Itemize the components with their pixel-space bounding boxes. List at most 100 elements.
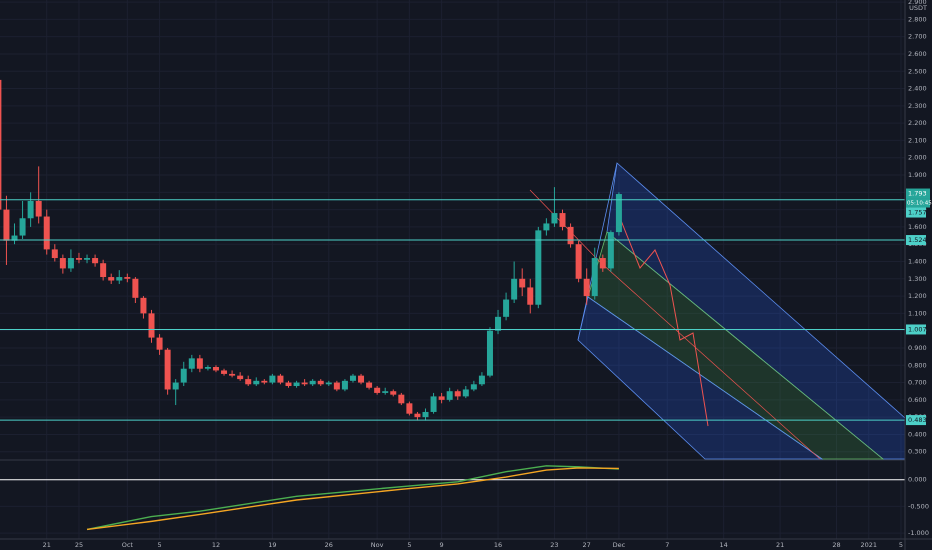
x-tick-label: Oct: [122, 541, 134, 549]
level-box: [906, 415, 926, 426]
candle-body: [591, 258, 598, 297]
candle-body: [84, 258, 91, 260]
candle-body: [293, 382, 300, 387]
candle-body: [116, 277, 123, 281]
pitchfork-handle: [577, 162, 618, 341]
candle-body: [100, 263, 107, 278]
candle-body: [261, 380, 268, 383]
candle-body: [0, 79, 2, 210]
x-tick-label: 12: [212, 541, 220, 549]
candle-body: [543, 223, 550, 231]
candle-body: [285, 382, 292, 387]
candle-body: [583, 278, 590, 297]
x-tick-label: 21: [43, 541, 51, 549]
candle-body: [527, 287, 534, 305]
plot: [0, 79, 905, 531]
candle-body: [519, 278, 526, 288]
candle-body: [51, 249, 58, 259]
x-tick-label: 27: [583, 541, 591, 549]
candle-body: [132, 278, 139, 298]
x-tick-label: 7: [665, 541, 669, 549]
candle-body: [237, 375, 244, 380]
x-tick-label: 16: [494, 541, 502, 549]
level-box: [906, 324, 926, 335]
candle-body: [92, 258, 99, 264]
candle-body: [19, 218, 26, 236]
candle-body: [462, 389, 469, 397]
candle-body: [196, 358, 203, 369]
y-tick-label: -0.500: [908, 502, 929, 510]
indicator-line: [86, 465, 619, 531]
x-tick-label: 5: [407, 541, 411, 549]
candle-body: [277, 375, 284, 383]
candle-body: [454, 391, 461, 397]
level-label: 1.007: [908, 325, 927, 333]
y-tick-label: 0.800: [908, 361, 927, 369]
candle-body: [124, 277, 131, 279]
candle-body: [148, 313, 155, 338]
y-tick-label: 2.400: [908, 85, 927, 93]
candle-body: [43, 216, 50, 250]
candle-body: [615, 194, 622, 233]
candle-body: [156, 337, 163, 350]
candle-body: [535, 230, 542, 305]
candle-body: [212, 366, 219, 371]
y-tick-label: 0.000: [908, 476, 927, 484]
candle-body: [341, 380, 348, 390]
candle-body: [325, 382, 332, 385]
candle-body: [599, 258, 606, 269]
candle-body: [366, 382, 373, 388]
candle-body: [188, 358, 195, 369]
candle-body: [11, 235, 18, 241]
candle-body: [607, 232, 614, 269]
y-tick-label: 2.000: [908, 154, 927, 162]
pitchfork: [529, 162, 906, 460]
y-tick-label: -1.000: [908, 529, 929, 537]
x-tick-label: 5: [899, 541, 903, 549]
level-box: [906, 207, 926, 218]
y-tick-label: 2.500: [908, 67, 927, 75]
candle-body: [317, 380, 324, 385]
candle-body: [430, 396, 437, 412]
candle-body: [559, 213, 566, 227]
candle-body: [575, 244, 582, 279]
candle-body: [358, 375, 365, 383]
y-tick-label: 1.400: [908, 257, 927, 265]
y-tick-label: 2.900: [908, 0, 927, 6]
candle-body: [180, 368, 187, 383]
candle-body: [35, 200, 42, 217]
countdown: 05:10:45: [907, 201, 932, 207]
candle-body: [390, 391, 397, 395]
upper-band: [606, 162, 906, 460]
candle-body: [382, 391, 389, 393]
last-price-box: [906, 188, 930, 199]
candle-body: [301, 382, 308, 385]
x-tick-label: 9: [440, 541, 444, 549]
candle-body: [478, 375, 485, 385]
x-tick-label: 14: [720, 541, 728, 549]
candle-body: [333, 382, 340, 390]
x-tick-label: 21: [776, 541, 784, 549]
candle-body: [406, 403, 413, 414]
y-tick-label: 0.400: [908, 430, 927, 438]
candle-body: [67, 258, 74, 269]
candle-body: [164, 349, 171, 390]
x-tick-label: Nov: [371, 541, 384, 549]
candle-body: [486, 330, 493, 376]
indicator-line: [86, 467, 619, 531]
candle-body: [398, 394, 405, 404]
candle-body: [229, 373, 236, 376]
candle-body: [349, 375, 356, 381]
y-tick-label: 0.700: [908, 379, 927, 387]
y-tick-label: 2.800: [908, 15, 927, 23]
y-tick-label: 1.200: [908, 292, 927, 300]
x-tick-label: 23: [550, 541, 558, 549]
y-tick-label: 2.300: [908, 102, 927, 110]
candle-body: [495, 316, 502, 331]
x-tick-label: 2021: [860, 541, 877, 549]
level-label: 1.757: [908, 209, 927, 217]
candle-body: [309, 380, 316, 385]
candle-body: [269, 375, 276, 383]
candle-body: [75, 258, 82, 260]
x-tick-label: 19: [268, 541, 276, 549]
